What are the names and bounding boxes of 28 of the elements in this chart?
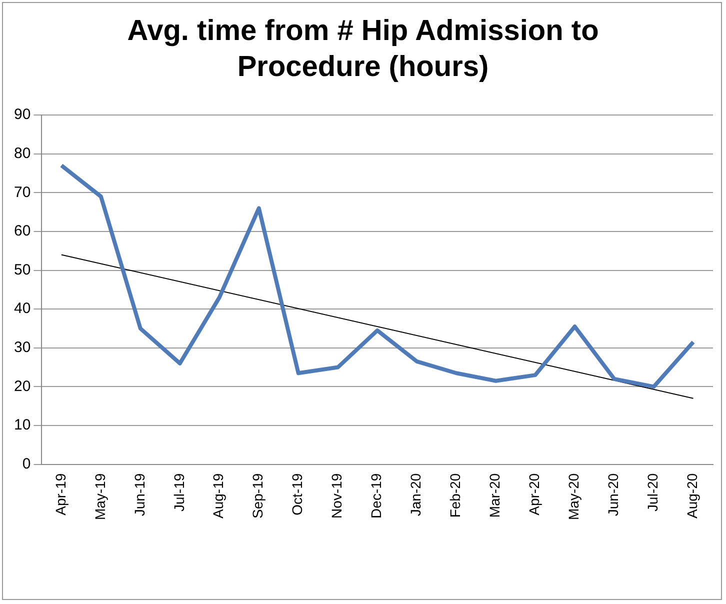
x-tick-label: Dec-19 [368,473,384,518]
x-tick-label: Nov-19 [328,473,345,518]
y-tick-label: 10 [14,416,31,434]
x-tick-label: Apr-20 [526,473,542,516]
y-tick-label: 70 [14,184,31,201]
y-tick-label: 90 [14,106,31,124]
x-tick-label: Jun-19 [131,473,148,516]
x-tick-label: Apr-19 [52,473,68,516]
y-tick-label: 80 [14,144,31,162]
y-tick-label: 30 [14,339,31,356]
chart-title: Avg. time from # Hip Admission to Procedure (hours) [126,14,600,85]
x-tick-label: Oct-19 [289,473,306,516]
x-tick-label: Sep-19 [250,473,266,518]
x-tick-label: Mar-20 [486,473,503,518]
x-tick-label: Jan-20 [408,473,424,516]
y-tick-label: 60 [14,222,31,240]
y-tick-label: 50 [14,261,31,278]
x-tick-label: Jul-19 [170,473,187,512]
x-tick-label: Aug-20 [684,473,700,518]
x-tick-label: May-19 [92,473,108,520]
y-tick-label: 0 [22,455,31,472]
y-tick-label: 40 [14,300,31,318]
x-tick-label: May-20 [566,473,582,520]
x-tick-label: Jun-20 [605,473,622,516]
x-tick-label: Jul-20 [644,473,661,512]
y-tick-label: 20 [14,378,31,395]
x-tick-label: Aug-19 [210,473,226,518]
x-tick-label: Feb-20 [447,473,464,518]
